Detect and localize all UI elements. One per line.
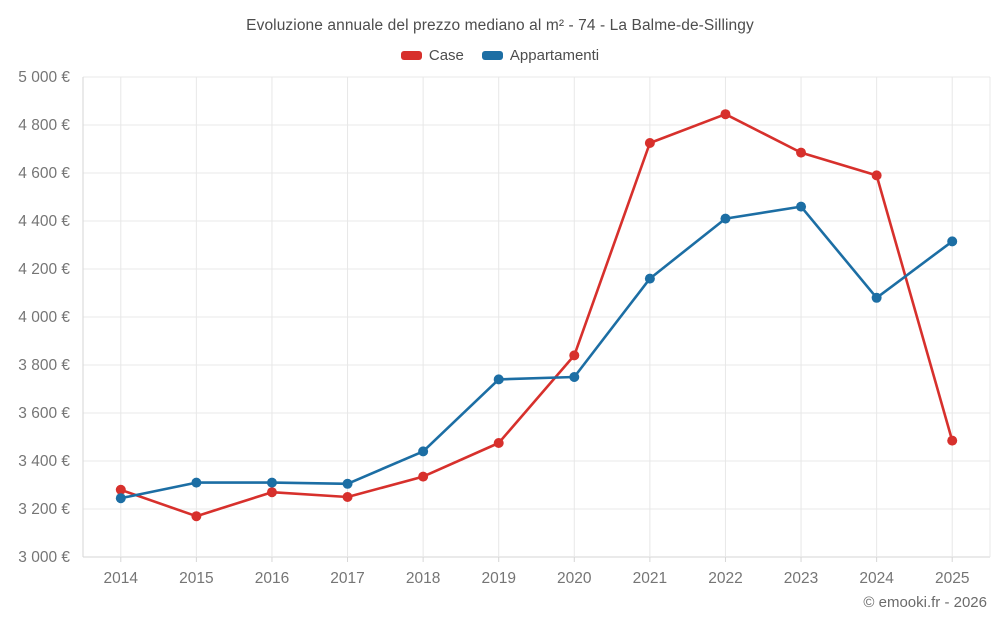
x-axis-tick-label: 2017 <box>330 570 364 587</box>
data-point-appartamenti-2025 <box>947 236 958 247</box>
legend-item-appartamenti[interactable]: Appartamenti <box>481 47 600 64</box>
x-axis-tick-label: 2023 <box>784 570 818 587</box>
x-axis-tick-label: 2016 <box>255 570 289 587</box>
data-point-case-2020 <box>569 350 580 361</box>
data-point-case-2024 <box>871 170 882 181</box>
data-point-appartamenti-2017 <box>342 478 353 489</box>
data-point-appartamenti-2022 <box>720 213 731 224</box>
data-point-appartamenti-2014 <box>115 493 126 504</box>
legend-item-case[interactable]: Case <box>400 47 464 64</box>
data-point-appartamenti-2015 <box>191 477 202 488</box>
y-axis-tick-label: 3 000 € <box>18 549 70 566</box>
data-point-case-2025 <box>947 435 958 446</box>
x-axis-tick-label: 2022 <box>708 570 742 587</box>
appartamenti-series-swatch-icon <box>481 51 503 60</box>
data-point-appartamenti-2023 <box>796 201 807 212</box>
legend-label-appartamenti: Appartamenti <box>509 47 600 64</box>
data-point-appartamenti-2020 <box>569 372 580 382</box>
y-axis-tick-label: 5 000 € <box>18 69 70 86</box>
data-point-case-2019 <box>493 438 504 448</box>
data-point-case-2015 <box>191 511 202 522</box>
chart-title: Evoluzione annuale del prezzo mediano al… <box>246 17 754 34</box>
legend-label-case: Case <box>428 47 464 64</box>
y-axis-tick-label: 4 000 € <box>18 309 70 326</box>
y-axis-tick-label: 4 200 € <box>18 261 70 278</box>
x-axis-tick-label: 2019 <box>481 570 515 587</box>
data-point-case-2016 <box>266 487 277 498</box>
y-axis-tick-label: 3 200 € <box>18 501 70 518</box>
y-axis-tick-label: 4 400 € <box>18 213 70 230</box>
y-axis-tick-label: 4 600 € <box>18 165 70 182</box>
data-point-appartamenti-2016 <box>266 477 277 488</box>
y-axis-tick-label: 3 600 € <box>18 405 70 422</box>
data-point-appartamenti-2019 <box>493 374 504 385</box>
data-point-case-2023 <box>796 147 807 158</box>
y-axis-tick-label: 4 800 € <box>18 117 70 134</box>
data-point-case-2022 <box>720 109 731 120</box>
series-line-case <box>119 112 954 518</box>
x-axis-tick-label: 2018 <box>406 570 440 587</box>
y-axis-tick-label: 3 800 € <box>18 357 70 374</box>
case-series-swatch-icon <box>400 51 422 60</box>
data-point-case-2014 <box>115 484 126 495</box>
data-point-case-2017 <box>342 492 353 502</box>
series-line-appartamenti <box>119 205 954 500</box>
data-point-appartamenti-2024 <box>871 292 882 303</box>
x-axis-tick-label: 2025 <box>935 570 969 587</box>
x-axis-tick-label: 2014 <box>104 570 139 587</box>
x-axis-tick-label: 2015 <box>179 570 213 587</box>
y-axis-tick-label: 3 400 € <box>18 453 70 470</box>
data-point-case-2021 <box>644 138 655 148</box>
x-axis-tick-label: 2020 <box>557 570 592 587</box>
x-axis-tick-label: 2024 <box>859 570 894 587</box>
attribution: © emooki.fr - 2026 <box>863 594 987 611</box>
chart-legend: Case Appartamenti <box>0 47 1000 64</box>
data-point-appartamenti-2021 <box>644 273 655 284</box>
data-point-case-2018 <box>418 471 429 482</box>
x-axis-tick-label: 2021 <box>633 570 667 587</box>
data-point-appartamenti-2018 <box>418 446 429 457</box>
